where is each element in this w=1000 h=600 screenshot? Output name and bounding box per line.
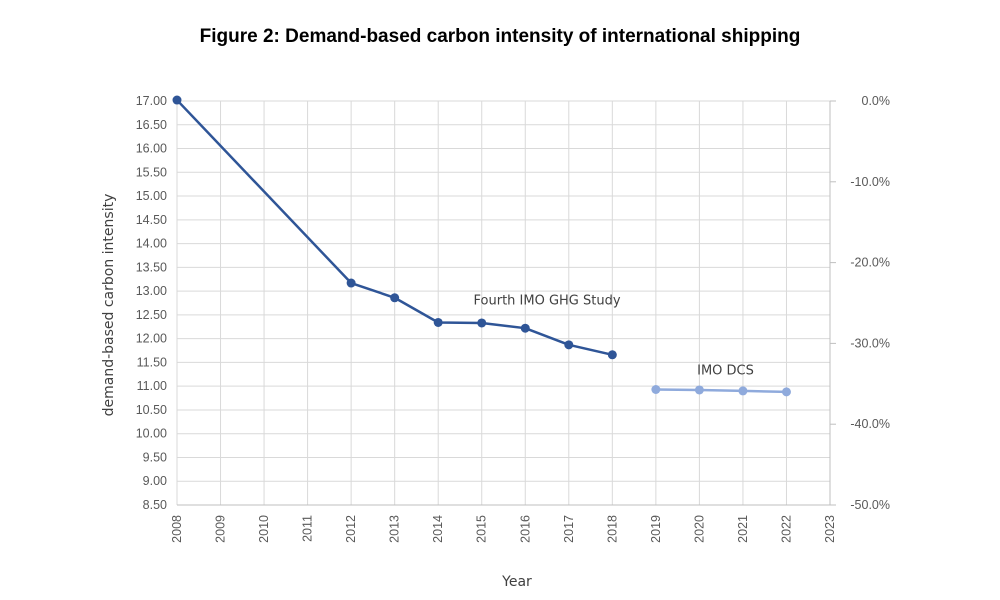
x-tick-label: 2009 bbox=[214, 515, 228, 543]
y-tick-label: 10.50 bbox=[136, 403, 167, 417]
y-tick-label: 13.00 bbox=[136, 284, 167, 298]
x-tick-label: 2018 bbox=[605, 515, 619, 543]
y-tick-label: 8.50 bbox=[143, 498, 167, 512]
y-tick-label: 17.00 bbox=[136, 94, 167, 108]
annotation-label: Fourth IMO GHG Study bbox=[474, 293, 621, 308]
series-line-1 bbox=[176, 99, 613, 357]
data-point bbox=[651, 385, 661, 395]
x-tick-label: 2014 bbox=[431, 515, 445, 543]
x-tick-label: 2008 bbox=[170, 515, 184, 543]
x-tick-label: 2023 bbox=[823, 515, 837, 543]
x-tick-label: 2016 bbox=[518, 515, 532, 543]
x-tick-label: 2012 bbox=[344, 515, 358, 543]
y-tick-label: 15.00 bbox=[136, 189, 167, 203]
y-tick-label: 12.00 bbox=[136, 332, 167, 346]
x-tick-label: 2015 bbox=[475, 515, 489, 543]
y-tick-label: 13.50 bbox=[136, 260, 167, 274]
y-tick-label: 9.00 bbox=[143, 474, 167, 488]
data-point bbox=[564, 340, 574, 350]
data-point bbox=[346, 278, 356, 288]
data-point bbox=[781, 387, 791, 397]
y2-tick-label: -20.0% bbox=[850, 256, 890, 270]
y-tick-label: 9.50 bbox=[143, 450, 167, 464]
y-tick-label: 16.00 bbox=[136, 142, 167, 156]
y2-tick-label: -50.0% bbox=[850, 498, 890, 512]
x-tick-label: 2021 bbox=[736, 515, 750, 543]
data-point bbox=[433, 317, 443, 327]
x-tick-label: 2022 bbox=[779, 515, 793, 543]
x-tick-label: 2017 bbox=[562, 515, 576, 543]
x-tick-label: 2011 bbox=[301, 515, 315, 542]
y-tick-label: 12.50 bbox=[136, 308, 167, 322]
y-tick-label: 10.00 bbox=[136, 427, 167, 441]
data-point bbox=[390, 293, 400, 303]
data-point bbox=[520, 323, 530, 333]
y2-tick-label: -40.0% bbox=[850, 417, 890, 431]
data-point bbox=[694, 385, 704, 395]
y2-tick-label: -30.0% bbox=[850, 336, 890, 350]
annotations: Fourth IMO GHG Study IMO DCS bbox=[474, 293, 754, 378]
y2-tick-label: 0.0% bbox=[862, 94, 891, 108]
x-tick-label: 2010 bbox=[257, 515, 271, 543]
y2-tick-label: -10.0% bbox=[850, 175, 890, 189]
x-tick-label: 2020 bbox=[692, 515, 706, 543]
y-tick-label: 14.50 bbox=[136, 213, 167, 227]
data-point bbox=[172, 95, 182, 105]
axes bbox=[177, 101, 831, 506]
series-line-2 bbox=[655, 388, 787, 394]
x-tick-label: 2019 bbox=[649, 515, 663, 543]
data-point bbox=[607, 350, 617, 360]
series-group bbox=[172, 95, 791, 397]
x-axis-label: Year bbox=[501, 574, 532, 590]
y-tick-label: 11.00 bbox=[137, 379, 167, 393]
y-tick-label: 11.50 bbox=[137, 355, 167, 369]
data-point bbox=[738, 386, 748, 396]
y2-axis-ticks: 0.0% -10.0% -20.0% -30.0% -40.0% -50.0% bbox=[830, 94, 890, 512]
data-point bbox=[477, 318, 487, 328]
y-tick-label: 14.00 bbox=[136, 237, 167, 251]
chart-title: Figure 2: Demand-based carbon intensity … bbox=[199, 26, 801, 47]
x-tick-label: 2013 bbox=[388, 515, 402, 543]
grid bbox=[176, 100, 831, 506]
y-tick-label: 16.50 bbox=[136, 118, 167, 132]
x-axis-ticks: 2008 2009 2010 2011 2012 2013 2014 2015 2016 2017… bbox=[170, 515, 837, 543]
annotation-label: IMO DCS bbox=[697, 363, 754, 378]
y-axis-ticks: 8.50 9.00 9.50 10.00 10.50 11.00 11.50 12.00 12.… bbox=[136, 94, 167, 512]
y-axis-label: demand-based carbon intensity bbox=[101, 194, 117, 417]
y-tick-label: 15.50 bbox=[136, 165, 167, 179]
